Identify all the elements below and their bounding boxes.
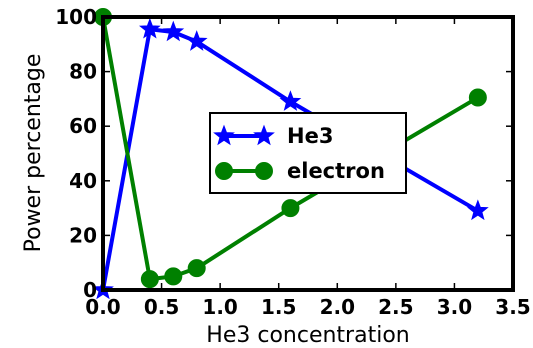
plot-frame (101, 15, 515, 292)
x-tick-label: 0.0 (85, 295, 120, 319)
legend-marker-electron (215, 162, 233, 180)
data-point-electron (140, 270, 159, 289)
y-tick-label: 80 (69, 60, 97, 84)
legend-marker-he3 (213, 124, 235, 146)
legend-label-electron: electron (287, 159, 385, 183)
y-tick-label: 40 (69, 169, 97, 193)
legend-box (209, 112, 407, 194)
y-tick-label: 100 (55, 5, 97, 29)
x-tick-label: 1.0 (202, 295, 237, 319)
legend-entry-electron: electron (215, 159, 385, 183)
data-point-he3 (466, 199, 489, 221)
legend-entry-he3: He3 (213, 124, 333, 148)
x-tick-label: 3.5 (495, 295, 530, 319)
x-tick-label: 3.0 (437, 295, 472, 319)
y-tick-label: 0 (83, 278, 97, 302)
x-tick-label: 2.0 (320, 295, 355, 319)
legend-marker-he3 (253, 124, 275, 146)
y-axis-label: Power percentage (21, 54, 46, 253)
legend-entries: He3 electron (213, 124, 385, 183)
legend-label-he3: He3 (287, 124, 333, 148)
legend-marker-electron (255, 162, 273, 180)
data-point-electron (468, 88, 487, 107)
data-point-electron (187, 259, 206, 278)
data-point-electron (281, 199, 300, 218)
tick-labels: 0.0 0.5 1.0 1.5 2.0 2.5 3.0 3.5 0 20 40 60 80 100 (55, 5, 530, 319)
x-tick-label: 0.5 (144, 295, 179, 319)
legend: He3 electron (209, 112, 407, 194)
data-point-he3 (162, 20, 185, 42)
y-tick-label: 60 (69, 114, 97, 138)
x-tick-label: 2.5 (378, 295, 413, 319)
x-tick-label: 1.5 (261, 295, 296, 319)
data-point-electron (164, 267, 183, 286)
x-axis-label: He3 concentration (206, 323, 409, 348)
data-point-he3 (279, 90, 302, 111)
data-point-he3 (185, 30, 208, 51)
ticks-layer (102, 16, 514, 291)
data-point-he3 (138, 17, 161, 39)
y-tick-label: 20 (69, 223, 97, 247)
